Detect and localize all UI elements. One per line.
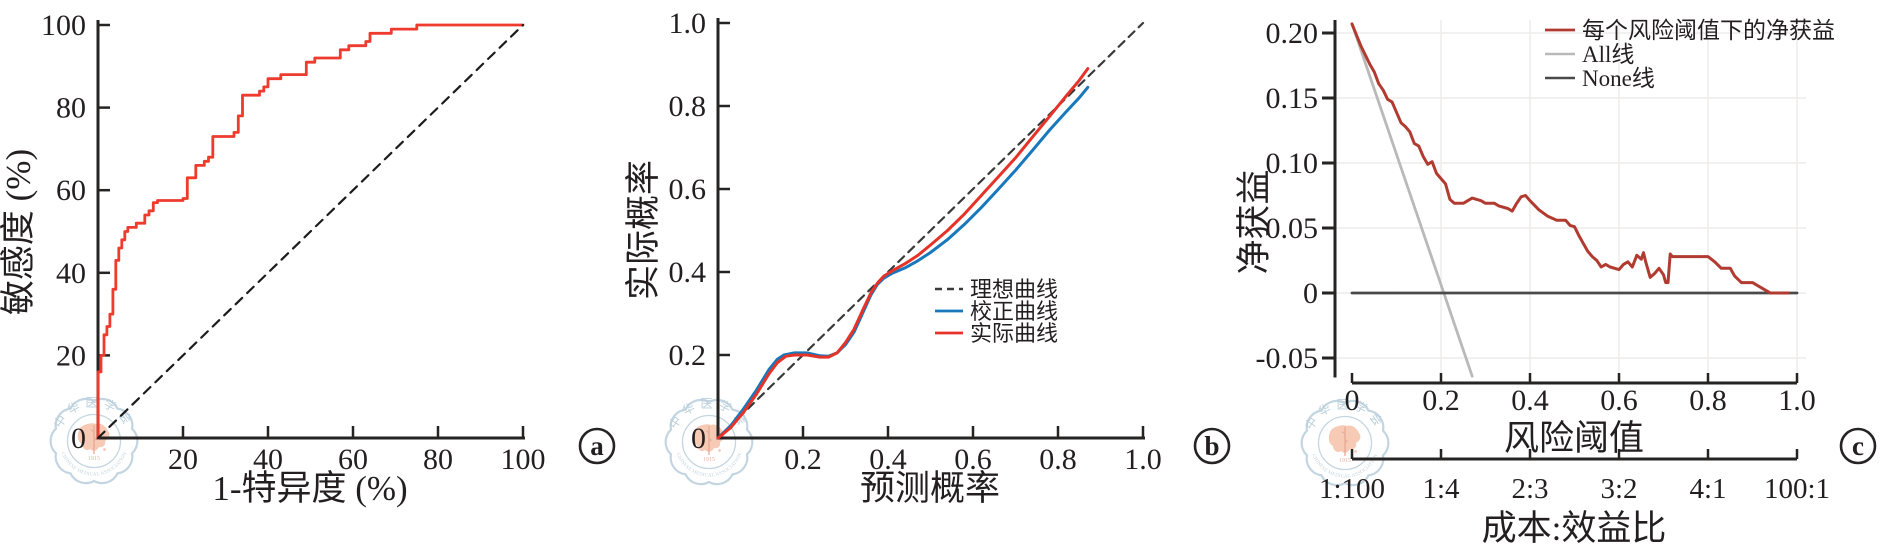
cost-benefit-tick-label: 1:4 xyxy=(1422,473,1460,505)
y-tick-label: 20 xyxy=(56,339,86,372)
y-tick-label: 60 xyxy=(56,174,86,207)
x-tick-label: 0.8 xyxy=(1689,384,1727,417)
roc-curve-series xyxy=(96,23,525,440)
cost-benefit-tick-label: 3:2 xyxy=(1600,473,1637,505)
x-tick-label: 0.2 xyxy=(1422,384,1460,417)
y-tick-label: 100 xyxy=(41,9,86,42)
panel-b-calibration-chart: 0 0.2 0.4 0.6 0.8 1.0 0.2 0.4 0.6 0.8 1.0 预测概率 实际概率理… xyxy=(624,7,1162,508)
y-axis-title: 实际概率 xyxy=(624,160,663,300)
y-tick-label: 0 xyxy=(71,422,86,455)
panel-a-roc-chart: 0 20 40 60 80 100 20 40 60 80 100 1-特异度 (%) 敏感度 (%) xyxy=(0,9,546,508)
y-tick-label: 0.6 xyxy=(669,173,707,206)
all-line-series xyxy=(1350,22,1474,378)
y-tick-label: 1.0 xyxy=(669,7,707,40)
panel-c-decision-curve-chart: 0.20 0.15 0.10 0.05 0 -0.05 0 0.2 0.4 0.6 0.8 1.0 1:… xyxy=(1235,17,1835,548)
legend-item: 校正曲线 xyxy=(935,299,1058,324)
cost-benefit-tick-label: 1:100 xyxy=(1319,473,1385,505)
legend-item: 实际曲线 xyxy=(935,321,1058,346)
y-tick-label: 0 xyxy=(691,422,706,455)
x-tick-label: 60 xyxy=(338,443,368,476)
reference-diagonal-series xyxy=(96,23,525,440)
cost-benefit-tick-label: 2:3 xyxy=(1511,473,1548,505)
legend-label: 实际曲线 xyxy=(970,321,1058,346)
x-tick-label: 0.8 xyxy=(1039,443,1077,476)
net-benefit-series xyxy=(1350,22,1790,295)
legend-item: 每个风险阈值下的净获益 xyxy=(1545,18,1835,43)
legend-label: 理想曲线 xyxy=(970,277,1058,302)
cost-benefit-tick-label: 4:1 xyxy=(1689,473,1726,505)
y-tick-label: 0.4 xyxy=(669,256,707,289)
calibration-actual-series xyxy=(716,67,1090,440)
y-tick-label: 0.15 xyxy=(1266,82,1319,115)
ideal-curve-series xyxy=(716,21,1145,440)
badge-circle xyxy=(1839,427,1877,465)
panel-b-label-badge: b xyxy=(1193,427,1231,465)
x-tick-label: 80 xyxy=(423,443,453,476)
x-tick-label: 0.6 xyxy=(954,443,992,476)
x-tick-label: 0.4 xyxy=(1511,384,1549,417)
y-tick-label: 0 xyxy=(1303,277,1318,310)
x-tick-label: 0 xyxy=(1345,384,1360,417)
panel-a-label-badge: a xyxy=(578,427,616,465)
legend-label: All线 xyxy=(1582,42,1634,67)
y-axis-title: 净获益 xyxy=(1235,169,1274,274)
x-axis-title: 预测概率 xyxy=(860,469,1000,508)
badge-circle xyxy=(1193,427,1231,465)
x-tick-label: 40 xyxy=(253,443,283,476)
x-tick-label: 20 xyxy=(168,443,198,476)
y-tick-label: 0.10 xyxy=(1266,147,1319,180)
badge-circle xyxy=(578,427,616,465)
legend-label: 校正曲线 xyxy=(970,299,1058,324)
y-tick-label: 0.2 xyxy=(669,339,707,372)
badge-letter: c xyxy=(1852,431,1864,461)
badge-letter: b xyxy=(1204,431,1219,461)
x-tick-label: 1.0 xyxy=(1124,443,1162,476)
y-tick-label: 80 xyxy=(56,92,86,125)
y-tick-label: 0.8 xyxy=(669,90,707,123)
legend-item: 理想曲线 xyxy=(935,277,1058,302)
x-tick-label: 1.0 xyxy=(1778,384,1816,417)
calibration-corrected-series xyxy=(716,85,1090,440)
x-tick-label: 100 xyxy=(501,443,546,476)
cost-benefit-tick-label: 100:1 xyxy=(1764,473,1830,505)
legend-label: None线 xyxy=(1582,66,1655,91)
x-tick-label: 0.2 xyxy=(784,443,822,476)
y-tick-label: 0.05 xyxy=(1266,212,1319,245)
y-tick-label: -0.05 xyxy=(1256,342,1319,375)
x-axis-title: 风险阈值 xyxy=(1504,419,1644,458)
cost-benefit-axis-title: 成本:效益比 xyxy=(1482,509,1667,548)
legend-item: All线 xyxy=(1545,42,1634,67)
badge-letter: a xyxy=(590,431,604,461)
watermark-logo xyxy=(664,395,754,486)
y-tick-label: 0.20 xyxy=(1266,17,1319,50)
x-tick-label: 0.6 xyxy=(1600,384,1638,417)
panel-c-label-badge: c xyxy=(1839,427,1877,465)
x-axis-title: 1-特异度 (%) xyxy=(212,469,407,508)
y-axis-title: 敏感度 (%) xyxy=(0,149,38,315)
legend-label: 每个风险阈值下的净获益 xyxy=(1582,18,1835,43)
x-tick-label: 0.4 xyxy=(869,443,907,476)
y-tick-label: 40 xyxy=(56,257,86,290)
legend-item: None线 xyxy=(1545,66,1655,91)
